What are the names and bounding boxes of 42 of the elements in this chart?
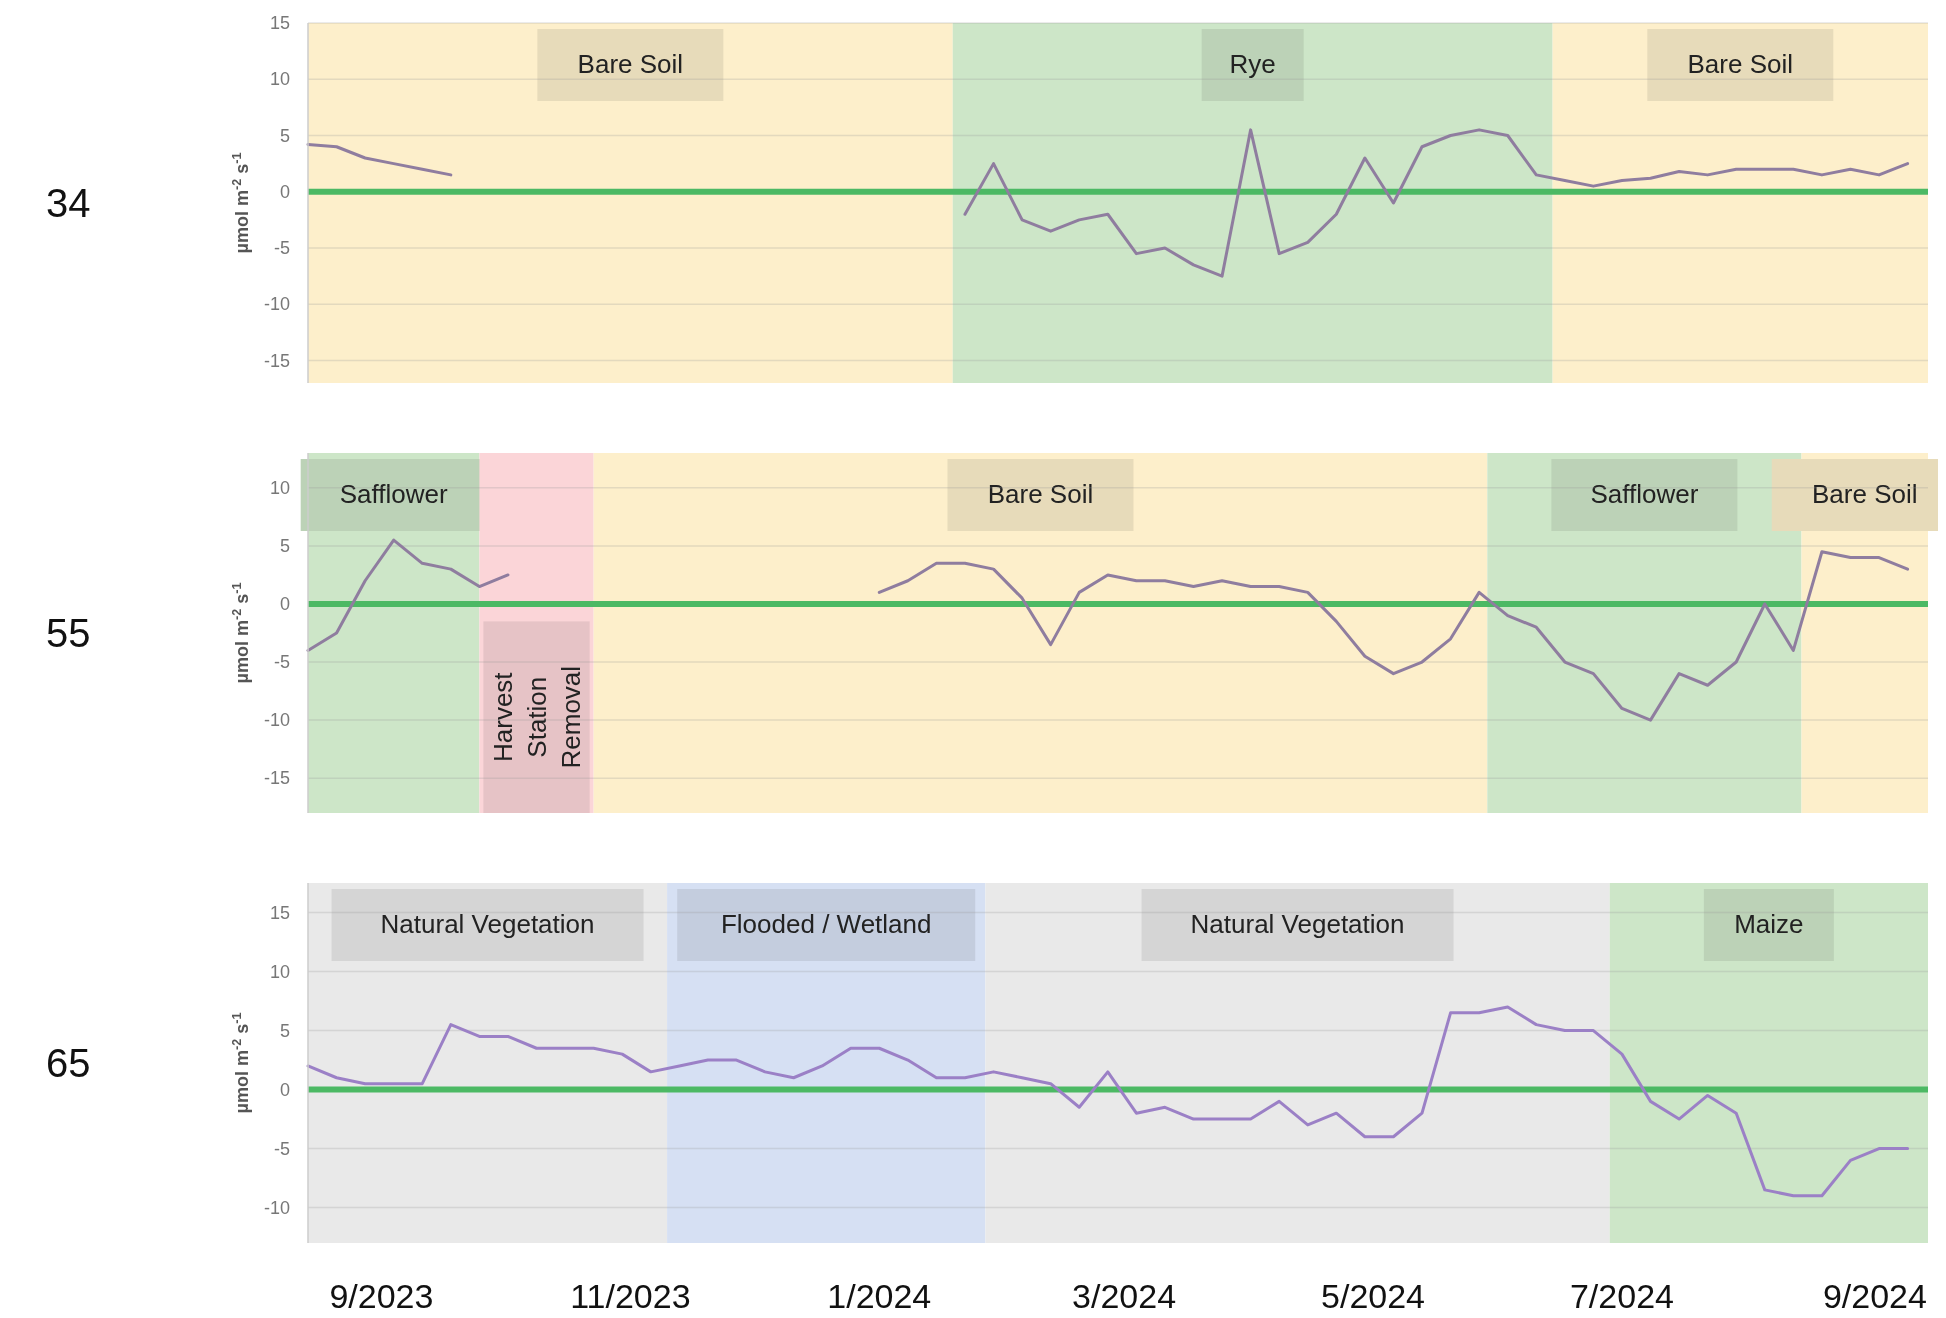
y-tick-label: -10 bbox=[263, 294, 290, 315]
band-label: Natural Vegetation bbox=[1190, 909, 1405, 939]
y-tick-label: -10 bbox=[263, 1197, 290, 1218]
y-tick-label: 10 bbox=[269, 961, 290, 982]
x-tick-label: 11/2023 bbox=[570, 1277, 691, 1315]
band-label: Safflower bbox=[339, 479, 448, 509]
y-tick-label: -15 bbox=[263, 350, 290, 371]
y-tick-label: 15 bbox=[269, 13, 290, 33]
y-tick-label: 0 bbox=[279, 181, 290, 202]
band-label: Bare Soil bbox=[1812, 479, 1918, 509]
band-label: Rye bbox=[1229, 49, 1276, 79]
y-tick-label: 5 bbox=[279, 1020, 290, 1041]
band-label: Natural Vegetation bbox=[380, 909, 595, 939]
band-label: Flooded / Wetland bbox=[720, 909, 932, 939]
x-tick-label: 7/2024 bbox=[1569, 1277, 1674, 1315]
band-label: Maize bbox=[1734, 909, 1804, 939]
line-series bbox=[306, 1005, 1910, 1198]
y-tick-label: 15 bbox=[269, 902, 290, 923]
y-tick-label: -5 bbox=[273, 238, 290, 258]
y-tick-label: -5 bbox=[273, 652, 290, 673]
y-tick-label: -15 bbox=[263, 768, 290, 789]
y-tick-label: -10 bbox=[263, 710, 290, 731]
y-tick-label: 10 bbox=[269, 69, 290, 90]
y-tick-label: 0 bbox=[279, 593, 290, 614]
x-tick-label: 1/2024 bbox=[827, 1277, 932, 1315]
text: 65 bbox=[46, 1041, 91, 1085]
band-label: Harvest Station Removal bbox=[487, 665, 586, 769]
band-label: Safflower bbox=[1590, 479, 1699, 509]
text: 34 bbox=[46, 181, 91, 225]
x-tick-label: 3/2024 bbox=[1072, 1277, 1177, 1315]
x-tick-label: 9/2023 bbox=[329, 1277, 434, 1315]
x-tick-label: 9/2024 bbox=[1822, 1277, 1927, 1315]
band-label: Bare Soil bbox=[577, 49, 684, 79]
y-tick-label: 5 bbox=[279, 125, 290, 146]
band-label: Bare Soil bbox=[987, 479, 1094, 509]
text: 55 bbox=[46, 611, 91, 655]
y-tick-label: 5 bbox=[279, 535, 290, 556]
y-tick-label: -5 bbox=[273, 1138, 290, 1159]
y-tick-label: 0 bbox=[279, 1079, 290, 1100]
y-tick-label: 10 bbox=[269, 477, 290, 498]
x-tick-label: 5/2024 bbox=[1321, 1277, 1426, 1315]
band-label: Bare Soil bbox=[1687, 49, 1794, 79]
